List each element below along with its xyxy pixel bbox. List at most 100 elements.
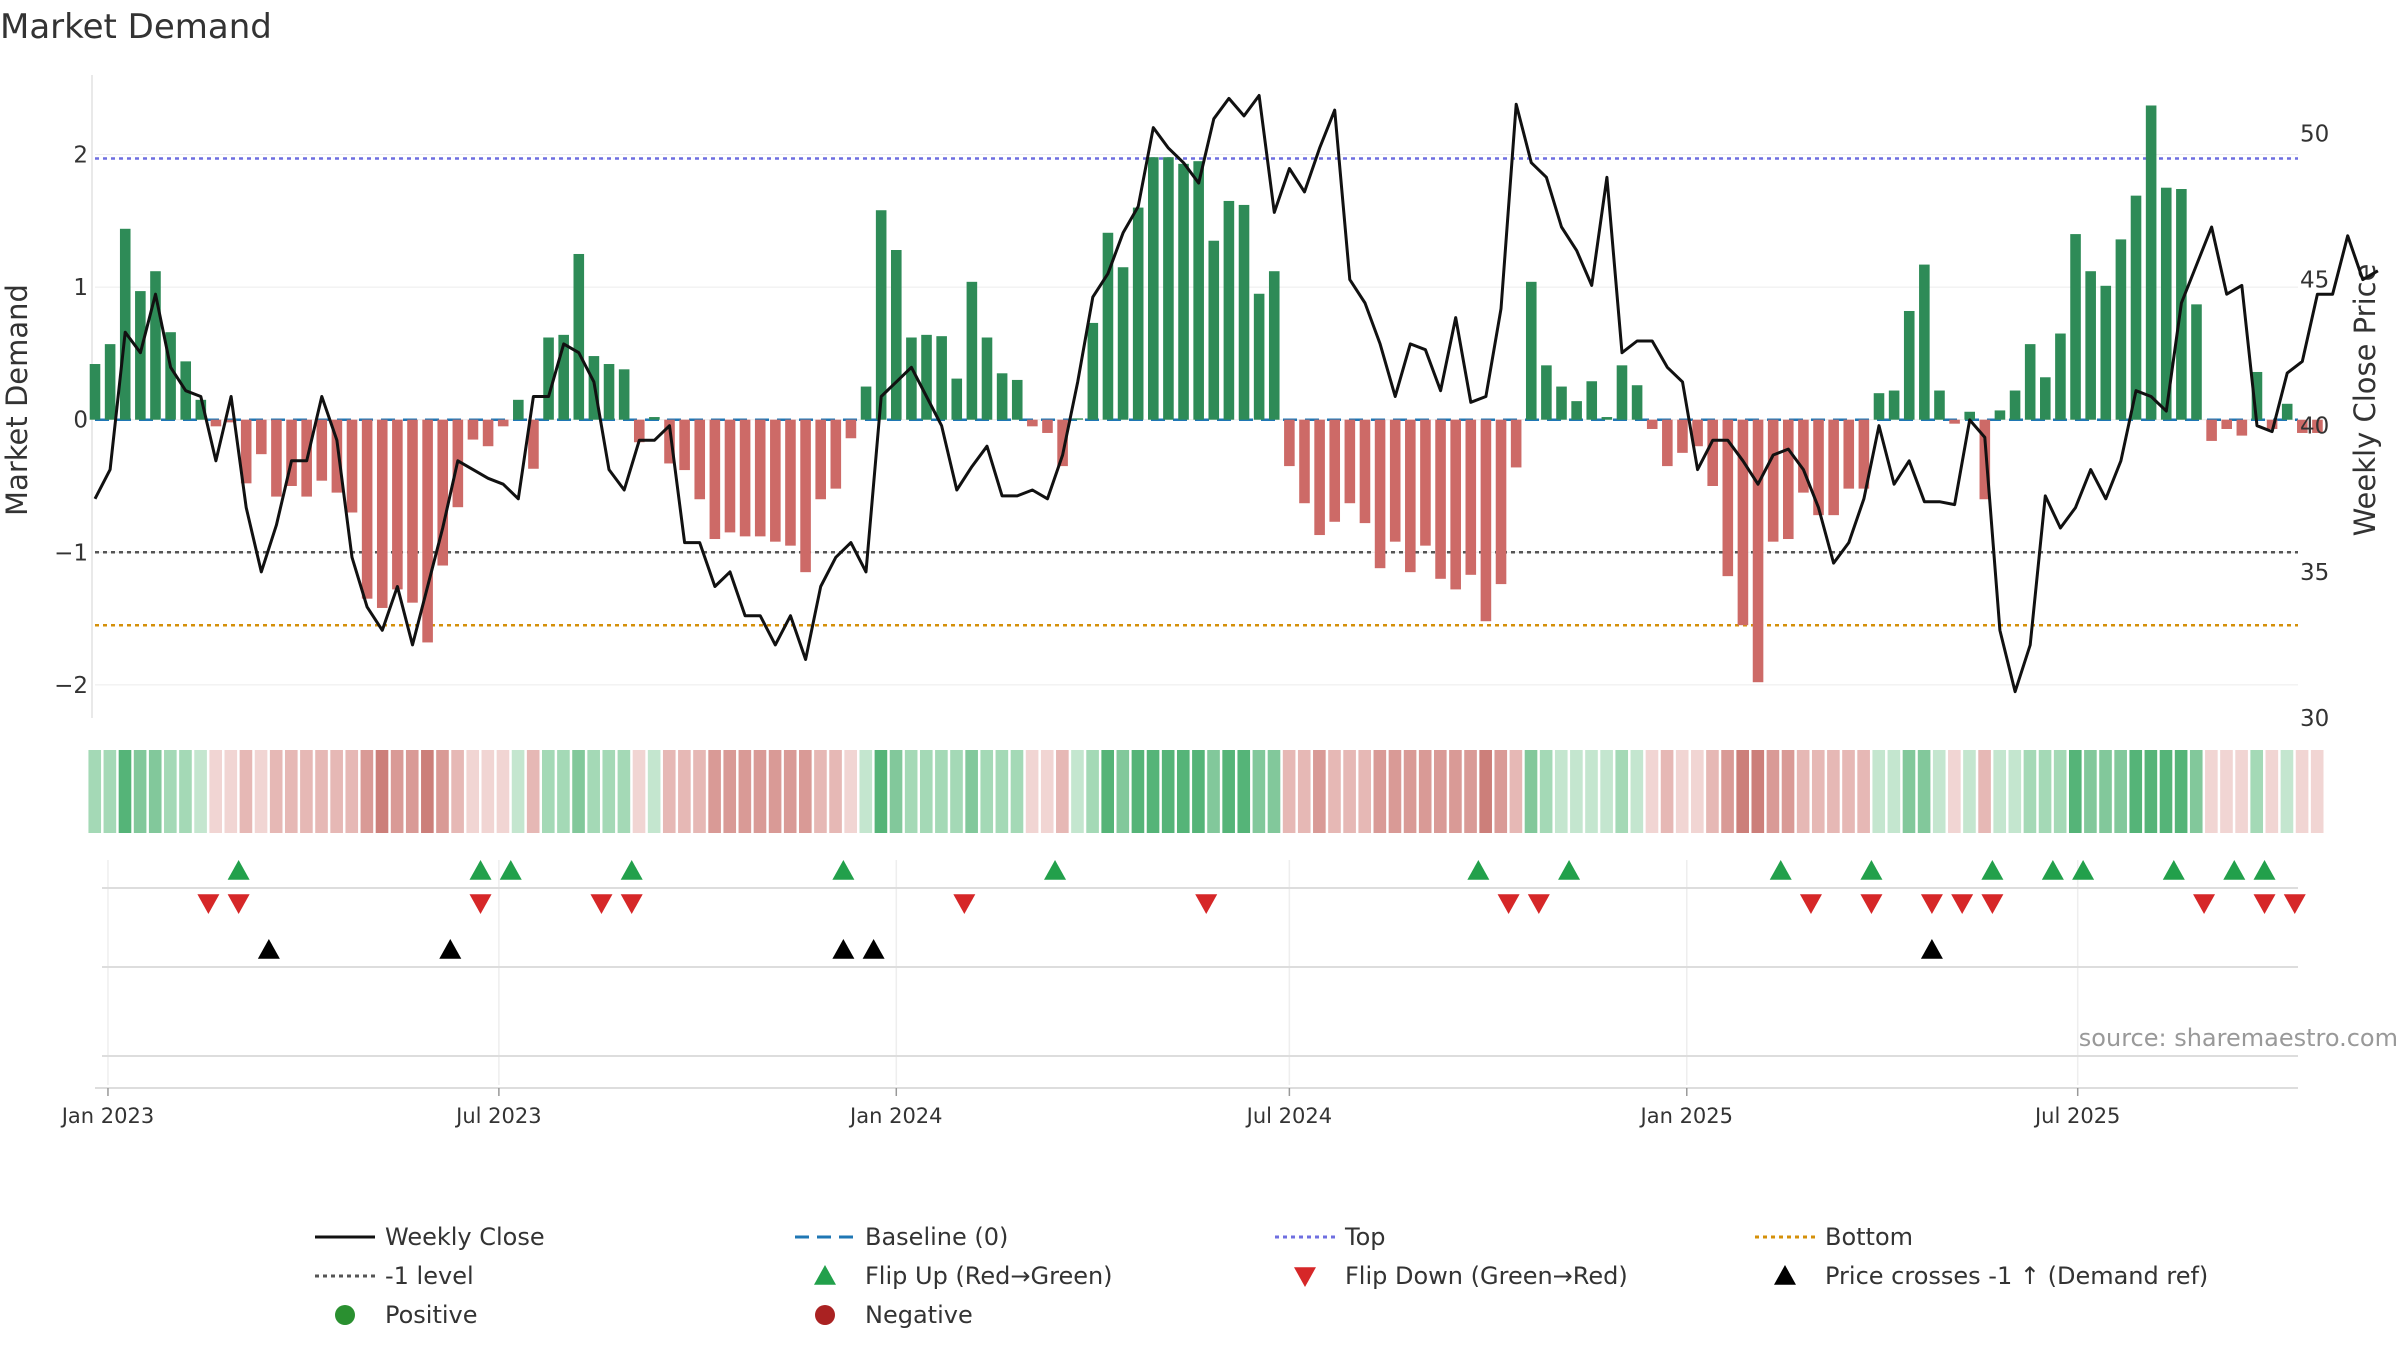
flip-down-legend-swatch — [1294, 1267, 1316, 1287]
heat-cell — [2205, 750, 2218, 833]
flip-down-marker — [590, 894, 613, 914]
y-tick-label: 2 — [73, 143, 88, 169]
heat-cell — [919, 750, 933, 833]
heat-cell — [1948, 750, 1961, 833]
heat-cell — [2280, 750, 2294, 833]
heat-cell — [330, 750, 343, 833]
source-note: source: sharemaestro.com — [2079, 1024, 2398, 1052]
flip-up-marker — [227, 860, 250, 880]
flip-up-marker — [832, 860, 855, 880]
demand-bar — [2281, 403, 2293, 420]
demand-bar — [1525, 281, 1537, 420]
demand-bar — [1798, 419, 1809, 493]
flip-down-marker — [1497, 894, 1520, 914]
heat-cell — [2310, 750, 2324, 833]
heat-cell — [889, 750, 903, 833]
demand-bar — [1677, 419, 1688, 453]
heat-cell — [904, 750, 918, 833]
demand-bar — [1752, 419, 1764, 683]
demand-bar — [1132, 207, 1144, 420]
demand-bar — [210, 419, 222, 427]
heat-cell — [1917, 750, 1931, 833]
heat-cell — [572, 750, 585, 833]
heat-cell — [829, 750, 842, 833]
heat-cell — [541, 750, 555, 833]
price-cross-marker — [1920, 939, 1943, 959]
flip-down-marker — [1951, 894, 1974, 914]
heat-cell — [632, 750, 646, 833]
heat-cell — [2295, 750, 2309, 833]
demand-bar — [679, 419, 690, 471]
heat-cell — [1071, 750, 1084, 833]
heat-cell — [723, 750, 737, 833]
heat-cell — [118, 750, 132, 833]
baseline-legend-label: Baseline (0) — [865, 1223, 1008, 1251]
flip-up-marker — [1981, 860, 2004, 880]
heat-cell — [1146, 750, 1160, 833]
heat-cell — [859, 750, 873, 833]
heat-strip — [88, 750, 2324, 833]
positive-legend-swatch — [335, 1305, 355, 1325]
flip-up-marker — [2253, 860, 2276, 880]
demand-bar — [1148, 157, 1159, 420]
demand-bar — [1495, 419, 1507, 585]
demand-bar — [709, 419, 721, 540]
x-axis: Jan 2023 Jul 2023 Jan 2024 Jul 2024 Jan 2025… — [60, 1088, 2120, 1128]
heat-cell — [1751, 750, 1765, 833]
heat-cell — [466, 750, 480, 833]
demand-bar — [754, 419, 766, 537]
y-right-tick-label: 50 — [2300, 121, 2329, 147]
demand-bar — [966, 281, 978, 420]
demand-bars — [89, 105, 2323, 683]
heat-cell — [179, 750, 192, 833]
heat-cell — [1328, 750, 1341, 833]
heat-cell — [2265, 750, 2279, 833]
heat-cell — [2235, 750, 2248, 833]
heat-cell — [88, 750, 102, 833]
demand-bar — [664, 419, 675, 464]
x-tick-label: Jul 2025 — [2033, 1104, 2120, 1128]
flip-down-marker — [2283, 894, 2306, 914]
heat-cell — [1524, 750, 1538, 833]
demand-bar — [2040, 377, 2051, 420]
heat-cell — [768, 750, 782, 833]
heat-cell — [164, 750, 177, 833]
flip-down-marker — [1981, 894, 2004, 914]
demand-bar — [1903, 310, 1915, 420]
demand-bar — [2115, 239, 2127, 420]
demand-bar — [936, 336, 947, 420]
heat-cell — [1056, 750, 1069, 833]
heat-cell — [1766, 750, 1780, 833]
demand-bar — [104, 344, 116, 420]
flip-up-marker — [1558, 860, 1581, 880]
demand-bar — [407, 419, 418, 603]
demand-bar — [951, 378, 963, 420]
heat-cell — [2144, 750, 2158, 833]
flip-up-marker — [469, 860, 492, 880]
heat-cell — [526, 750, 540, 833]
heat-cell — [1570, 750, 1583, 833]
demand-bar — [482, 419, 494, 447]
heat-cell — [481, 750, 495, 833]
heat-cell — [1010, 750, 1024, 833]
heat-cell — [1358, 750, 1372, 833]
flip-up-legend-swatch — [814, 1265, 836, 1285]
demand-bar — [2236, 419, 2248, 436]
x-tick-label: Jan 2023 — [60, 1104, 155, 1128]
heat-cell — [1433, 750, 1447, 833]
demand-bar — [1586, 381, 1598, 420]
demand-bar — [1011, 379, 1023, 420]
heat-cell — [2008, 750, 2022, 833]
heat-cell — [1161, 750, 1175, 833]
flip-up-marker — [1860, 860, 1883, 880]
heat-cell — [1388, 750, 1402, 833]
flip-down-marker — [2253, 894, 2276, 914]
demand-bar — [240, 419, 252, 484]
flip-up-marker — [2072, 860, 2095, 880]
demand-bar — [785, 419, 796, 546]
demand-bar — [497, 419, 509, 427]
heat-cell — [708, 750, 721, 833]
flip-down-marker — [197, 894, 220, 914]
heat-cell — [1449, 750, 1462, 833]
demand-bar — [1707, 419, 1718, 486]
